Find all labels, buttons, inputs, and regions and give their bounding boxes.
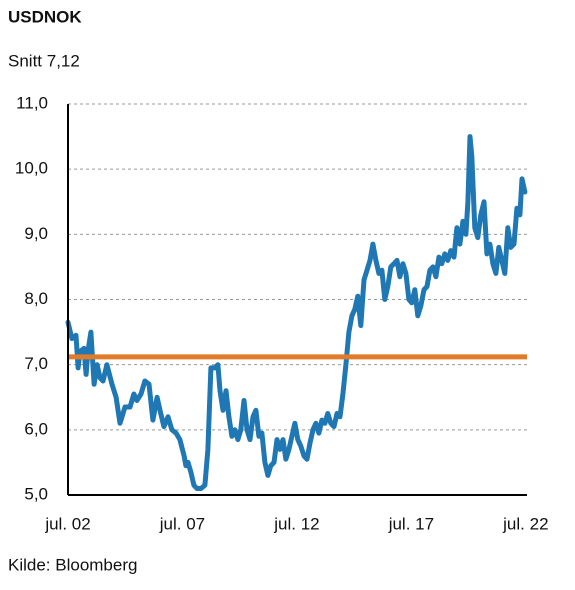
y-tick-label: 6,0 — [24, 419, 48, 438]
y-tick-label: 7,0 — [24, 354, 48, 373]
subtitle: Snitt 7,12 — [8, 51, 80, 70]
y-tick-label: 11,0 — [16, 93, 48, 112]
x-tick-label: jul. 02 — [44, 514, 90, 533]
chart-title: USDNOK — [8, 7, 82, 26]
x-tick-label: jul. 22 — [502, 514, 548, 533]
data-line — [65, 134, 528, 491]
x-tick-label: jul. 12 — [273, 514, 319, 533]
x-tick-label: jul. 07 — [159, 514, 205, 533]
x-tick-label: jul. 17 — [388, 514, 434, 533]
y-tick-label: 8,0 — [24, 289, 48, 308]
y-tick-label: 9,0 — [24, 224, 48, 243]
y-tick-label: 5,0 — [24, 484, 48, 503]
y-tick-label: 10,0 — [15, 159, 48, 178]
source: Kilde: Bloomberg — [8, 555, 137, 574]
